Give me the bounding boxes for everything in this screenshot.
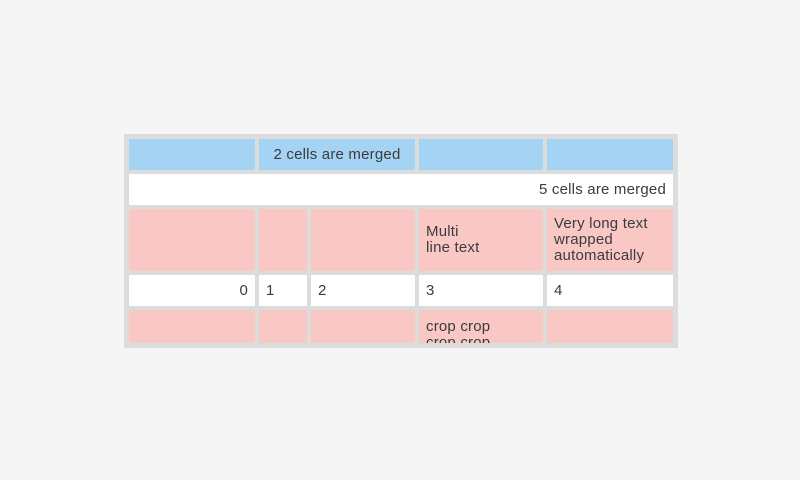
index-cell-4: 4 [547, 275, 673, 306]
header-cell-1 [129, 139, 255, 170]
pink-cell-r3c2 [259, 209, 307, 271]
index-cell-3: 3 [419, 275, 543, 306]
pink-cell-r3c3 [311, 209, 415, 271]
header-cell-4 [419, 139, 543, 170]
pink-cell-r5c2 [259, 310, 307, 343]
multiline-text-cell: Multi line text [419, 209, 543, 271]
header-cell-5 [547, 139, 673, 170]
pink-cell-r5c3 [311, 310, 415, 343]
index-cell-2: 2 [311, 275, 415, 306]
cropped-text-cell: crop crop crop crop [419, 310, 543, 343]
header-merged-cell-2x: 2 cells are merged [259, 139, 415, 170]
table-row-indices: 0 1 2 3 4 [129, 275, 673, 306]
wrapped-text-cell: Very long text wrapped automatically [547, 209, 673, 271]
index-cell-1: 1 [259, 275, 307, 306]
merged-cell-5x: 5 cells are merged [129, 174, 673, 205]
pink-cell-r5c1 [129, 310, 255, 343]
table-row-cropped: crop crop crop crop [129, 310, 673, 343]
pink-cell-r5c5 [547, 310, 673, 343]
table-row-merged-5: 5 cells are merged [129, 174, 673, 205]
table-widget: 2 cells are merged 5 cells are merged Mu… [124, 134, 678, 348]
table-row-header: 2 cells are merged [129, 139, 673, 170]
table-row-multiline: Multi line text Very long text wrapped a… [129, 209, 673, 271]
index-cell-0: 0 [129, 275, 255, 306]
pink-cell-r3c1 [129, 209, 255, 271]
